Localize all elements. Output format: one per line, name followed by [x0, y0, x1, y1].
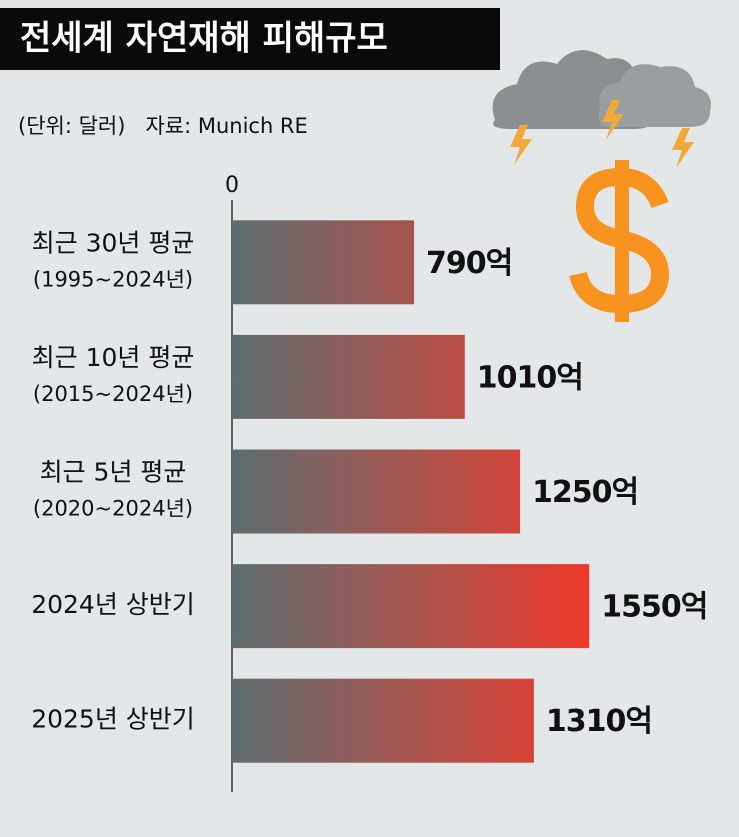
y-tick-label: (2015~2024년): [33, 382, 193, 406]
value-label: 1010억: [477, 360, 583, 395]
y-tick-label: (2020~2024년): [33, 497, 193, 521]
y-tick-label: 최근 5년 평균: [40, 458, 187, 487]
bar: [232, 564, 590, 649]
subtitle: (단위: 달러) 자료: Munich RE: [18, 114, 308, 138]
y-tick-label: 2025년 상반기: [31, 705, 195, 734]
bar: [232, 678, 534, 763]
bar: [232, 449, 521, 534]
y-tick-label: 최근 10년 평균: [32, 343, 195, 372]
value-label: 1250억: [532, 475, 638, 510]
x-tick-label: 0: [225, 173, 239, 198]
value-label: 790억: [426, 246, 512, 281]
value-label: 1550억: [601, 590, 707, 625]
title-band: [0, 8, 500, 70]
weather-icon: [492, 50, 711, 322]
chart-title: 전세계 자연재해 피해규모: [20, 19, 388, 59]
y-tick-label: 2024년 상반기: [31, 590, 195, 619]
y-tick-label: (1995~2024년): [33, 267, 193, 291]
bar: [232, 220, 415, 305]
value-label: 1310억: [546, 704, 652, 739]
bar: [232, 334, 465, 419]
y-tick-label: 최근 30년 평균: [32, 228, 195, 257]
